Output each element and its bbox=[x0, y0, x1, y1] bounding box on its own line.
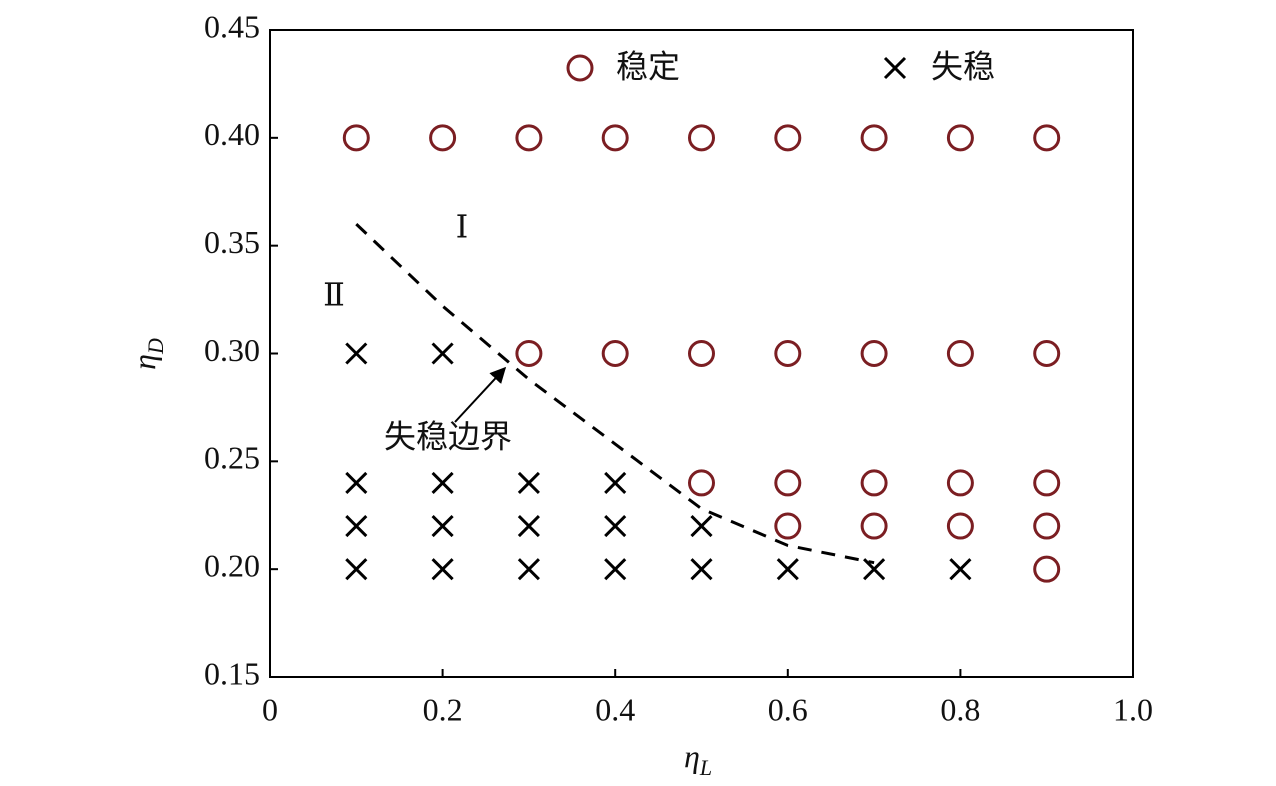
point-unstable bbox=[517, 558, 540, 581]
point-stable bbox=[601, 340, 629, 367]
point-unstable bbox=[431, 471, 454, 494]
point-unstable bbox=[345, 471, 368, 494]
point-stable bbox=[688, 340, 715, 367]
point-stable bbox=[515, 340, 543, 367]
y-tick-label: 0.25 bbox=[204, 440, 260, 476]
point-unstable bbox=[517, 471, 540, 494]
x-tick-label: 0.2 bbox=[423, 691, 463, 727]
y-label-symbol: η bbox=[126, 354, 162, 370]
y-tick-label: 0.30 bbox=[204, 332, 260, 368]
point-unstable bbox=[345, 514, 368, 538]
x-axis-label: ηL bbox=[684, 738, 712, 780]
point-unstable bbox=[776, 558, 799, 581]
x-label-symbol: η bbox=[684, 738, 700, 774]
point-unstable bbox=[431, 342, 454, 365]
region-label: Ⅰ bbox=[456, 208, 469, 244]
point-stable bbox=[946, 469, 974, 497]
y-tick-label: 0.35 bbox=[204, 224, 260, 260]
point-stable bbox=[860, 469, 888, 497]
y-tick-label: 0.45 bbox=[204, 8, 260, 44]
point-unstable bbox=[345, 342, 368, 365]
point-stable bbox=[774, 124, 802, 152]
point-stable bbox=[860, 340, 888, 367]
x-tick-label: 1.0 bbox=[1113, 691, 1153, 727]
point-stable bbox=[1033, 469, 1061, 497]
point-stable bbox=[1033, 512, 1061, 540]
legend-marker bbox=[883, 56, 907, 80]
y-tick-label: 0.15 bbox=[204, 655, 260, 691]
legend-label: 失稳 bbox=[931, 48, 995, 84]
legend-label: 稳定 bbox=[616, 48, 680, 84]
point-unstable bbox=[604, 514, 627, 538]
y-tick-label: 0.40 bbox=[204, 116, 260, 152]
boundary-label: 失稳边界 bbox=[384, 418, 512, 454]
annotation-arrow bbox=[454, 366, 507, 423]
point-stable bbox=[946, 512, 974, 540]
point-unstable bbox=[345, 558, 368, 581]
boundary-line bbox=[355, 223, 875, 565]
x-tick-label: 0.4 bbox=[595, 691, 635, 727]
point-stable bbox=[515, 124, 543, 152]
point-unstable bbox=[690, 514, 713, 538]
y-label-sub: D bbox=[143, 338, 168, 355]
point-unstable bbox=[690, 558, 713, 581]
point-stable bbox=[1033, 555, 1061, 583]
point-unstable bbox=[604, 471, 627, 494]
point-unstable bbox=[604, 558, 627, 581]
point-stable bbox=[860, 512, 888, 540]
y-axis-label: ηD bbox=[126, 338, 168, 370]
x-tick-label: 0.8 bbox=[940, 691, 980, 727]
point-stable bbox=[860, 124, 888, 152]
point-unstable bbox=[431, 558, 454, 581]
point-stable bbox=[774, 512, 802, 540]
point-stable bbox=[688, 469, 715, 497]
point-unstable bbox=[431, 514, 454, 538]
point-stable bbox=[774, 340, 802, 367]
point-stable bbox=[1033, 340, 1061, 367]
y-tick-label: 0.20 bbox=[204, 548, 260, 584]
point-stable bbox=[601, 124, 629, 152]
point-stable bbox=[774, 469, 802, 497]
point-stable bbox=[688, 124, 715, 152]
point-unstable bbox=[517, 514, 540, 538]
point-stable bbox=[946, 340, 974, 367]
x-label-sub: L bbox=[699, 755, 712, 780]
x-tick-label: 0 bbox=[262, 691, 278, 727]
point-unstable bbox=[863, 558, 886, 581]
point-unstable bbox=[949, 558, 972, 581]
point-stable bbox=[429, 124, 457, 152]
point-stable bbox=[946, 124, 974, 152]
point-stable bbox=[342, 124, 370, 152]
point-stable bbox=[1033, 124, 1061, 152]
legend-marker bbox=[566, 54, 594, 82]
x-tick-label: 0.6 bbox=[768, 691, 808, 727]
region-label: Ⅱ bbox=[323, 276, 345, 312]
